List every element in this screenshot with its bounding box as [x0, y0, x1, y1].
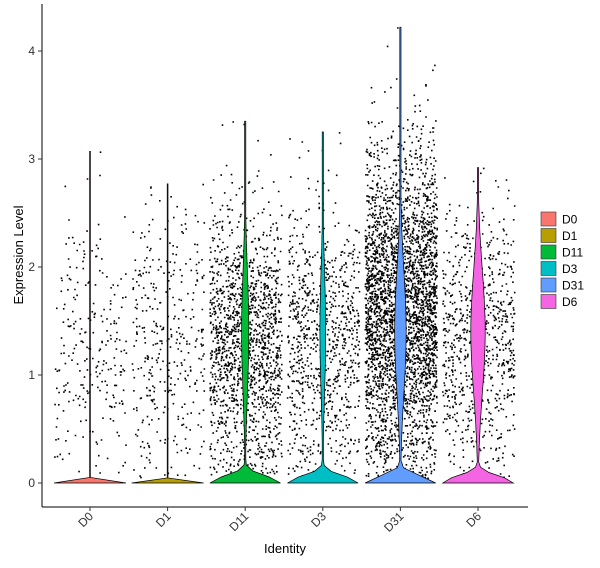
- legend-swatch-D1: [540, 228, 557, 243]
- y-tick-label: 2: [28, 260, 35, 274]
- legend-label-D31: D31: [562, 279, 584, 293]
- y-axis-title: Expression Level: [11, 205, 26, 304]
- x-tick-label: D1: [153, 509, 174, 530]
- violin-D0: [53, 151, 127, 484]
- y-tick-label: 1: [28, 368, 35, 382]
- violin-D11: [209, 120, 281, 484]
- legend-label-D1: D1: [562, 229, 578, 243]
- x-tick-label: D3: [308, 509, 329, 530]
- violins: [53, 26, 515, 484]
- legend-label-D11: D11: [562, 246, 583, 260]
- legend: D0 D1 D11 D3 D31 D6: [540, 211, 584, 309]
- legend-label-D6: D6: [562, 295, 578, 309]
- violin-D31: [364, 26, 436, 484]
- violin-D3: [287, 131, 359, 484]
- jitter-points-D3: [286, 132, 361, 480]
- legend-swatch-D6: [540, 294, 557, 309]
- legend-swatch-D11: [540, 244, 557, 260]
- y-tick-label: 3: [28, 152, 35, 166]
- x-tick-label: D31: [381, 509, 407, 535]
- y-tick-label: 0: [28, 476, 35, 490]
- y-tick-label: 4: [28, 44, 35, 58]
- jitter-points-D6: [442, 167, 516, 479]
- legend-label-D3: D3: [562, 262, 578, 276]
- x-axis-title: Identity: [264, 541, 306, 556]
- x-tick-label: D0: [75, 509, 96, 530]
- jitter-points-D1: [131, 183, 206, 479]
- y-axis-ticks: 0 1 2 3 4: [28, 44, 42, 490]
- legend-swatch-D0: [540, 211, 557, 227]
- legend-swatch-D31: [540, 277, 557, 293]
- x-axis-ticks: D0 D1 D11 D3 D31 D6: [75, 507, 484, 535]
- legend-label-D0: D0: [562, 213, 578, 227]
- legend-swatch-D3: [540, 261, 557, 276]
- x-tick-label: D6: [463, 509, 484, 530]
- violin-D1: [131, 183, 204, 484]
- x-tick-label: D11: [226, 509, 251, 534]
- jitter-points: [54, 27, 516, 480]
- violin-D6: [441, 167, 515, 484]
